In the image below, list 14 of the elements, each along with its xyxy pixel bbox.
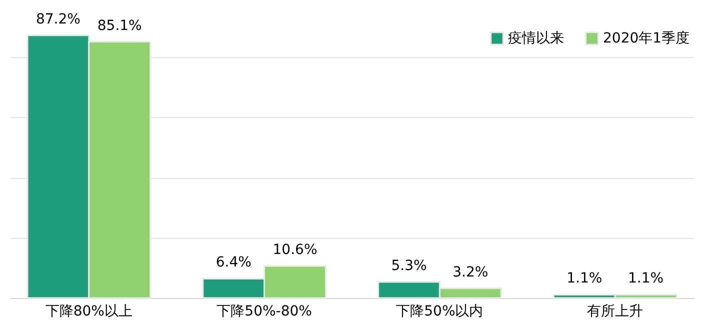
data-label: 1.1% xyxy=(566,270,602,287)
x-tick-label: 下降50%以内 xyxy=(396,304,484,320)
x-tick-label: 下降80%以上 xyxy=(45,304,132,320)
data-label: 1.1% xyxy=(628,270,664,287)
legend-label: 2020年1季度 xyxy=(603,30,690,46)
data-label: 3.2% xyxy=(452,264,488,280)
x-tick-label: 有所上升 xyxy=(587,304,644,320)
x-tick-label: 下降50%-80% xyxy=(216,304,312,320)
data-label: 85.1% xyxy=(97,18,142,34)
data-label: 5.3% xyxy=(391,258,427,274)
data-label: 10.6% xyxy=(272,242,318,258)
data-label: 6.4% xyxy=(216,254,252,271)
legend-label: 疫情以来 xyxy=(508,30,564,46)
data-label: 87.2% xyxy=(36,11,80,28)
